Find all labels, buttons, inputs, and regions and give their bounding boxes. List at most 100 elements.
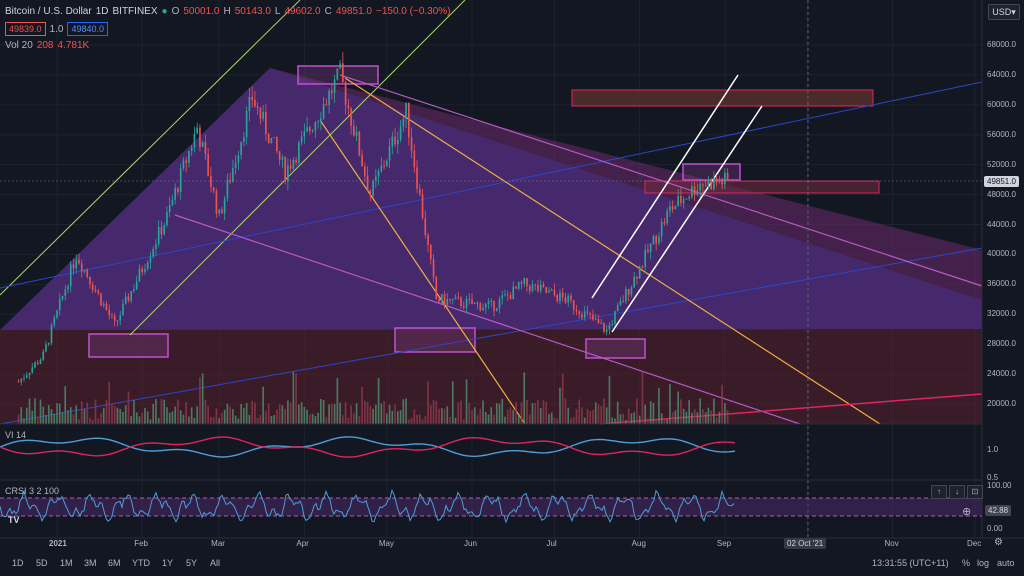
volume-bar	[166, 407, 168, 424]
candle-body	[506, 294, 509, 296]
currency-selector[interactable]: USD▾	[988, 4, 1020, 20]
candle-body	[31, 367, 34, 373]
volume-bar	[377, 377, 380, 424]
candle-body	[353, 125, 355, 136]
interval-label[interactable]: 1D	[95, 6, 109, 17]
green-channel-upper[interactable]	[0, 0, 301, 296]
purple-line-2[interactable]	[174, 214, 801, 425]
volume-bar	[413, 409, 416, 424]
candle-body	[724, 172, 726, 185]
volume-bar	[638, 415, 641, 424]
candle-body	[248, 96, 251, 112]
close-value: 49851.0	[335, 6, 372, 17]
auto-toggle[interactable]: auto	[997, 558, 1015, 568]
volume-bar	[160, 398, 163, 424]
green-channel-lower[interactable]	[129, 0, 466, 336]
volume-bar	[276, 409, 278, 424]
price-tick: 56000.0	[987, 129, 1016, 139]
volume-bar	[660, 413, 663, 424]
vi-legend[interactable]: VI 14	[5, 430, 27, 440]
timeframe-button-all[interactable]: All	[210, 558, 221, 568]
candle-body	[182, 160, 185, 169]
symbol-legend[interactable]: Bitcoin / U.S. Dollar 1D BITFINEX ● O 500…	[5, 6, 451, 17]
volume-label[interactable]: Vol 20	[5, 40, 33, 51]
volume-bar	[155, 399, 157, 424]
box-may-low[interactable]	[394, 327, 476, 353]
volume-bar	[256, 417, 259, 424]
settings-gear-icon[interactable]: ⚙	[994, 537, 1003, 548]
volume-bar	[344, 402, 347, 424]
crsi-legend[interactable]: CRSI 3 2 100	[5, 486, 60, 496]
candle-body	[358, 131, 361, 156]
box-aug-high[interactable]	[682, 163, 741, 181]
timeframe-button-5d[interactable]: 5D	[36, 558, 48, 568]
volume-bar	[493, 414, 495, 424]
chevron-down-icon: ▾	[1011, 7, 1016, 17]
candle-body	[339, 63, 341, 69]
timeframe-button-1m[interactable]: 1M	[60, 558, 73, 568]
timeframe-button-1y[interactable]: 1Y	[162, 558, 174, 568]
candle-body	[259, 107, 262, 119]
time-tick: May	[378, 539, 394, 548]
volume-bar	[581, 407, 583, 424]
candle-body	[42, 351, 45, 360]
price-tick: 24000.0	[987, 369, 1016, 379]
volume-bar	[446, 406, 449, 424]
orange-line-2[interactable]	[344, 77, 881, 425]
volume-bar	[567, 407, 570, 424]
sell-button[interactable]: 49839.0	[5, 22, 46, 36]
candle-body	[427, 234, 429, 245]
volume-bar	[72, 414, 75, 424]
blue-trendline-upper[interactable]	[0, 81, 983, 289]
symbol-name[interactable]: Bitcoin / U.S. Dollar	[5, 6, 92, 17]
volume-bar	[113, 406, 116, 424]
timeframe-button-3m[interactable]: 3M	[84, 558, 97, 568]
volume-bar	[416, 414, 418, 424]
volume-bar	[380, 403, 383, 424]
crsi-tick-2: 0.00	[987, 524, 1003, 533]
volume-bar	[146, 411, 149, 424]
percent-toggle[interactable]: %	[962, 558, 971, 568]
candle-body	[418, 188, 421, 195]
purple-line-1[interactable]	[339, 74, 983, 287]
move-down-button[interactable]: ↓	[949, 485, 965, 499]
volume-bar	[542, 400, 545, 424]
volume-bar	[553, 417, 556, 424]
candle-body	[553, 289, 556, 296]
maximize-pane-button[interactable]: ⊡	[967, 485, 983, 499]
log-toggle[interactable]: log	[977, 558, 990, 568]
candle-body	[449, 298, 451, 300]
buy-button[interactable]: 49840.0	[67, 22, 108, 36]
candle-body	[190, 147, 193, 151]
time-tick: Feb	[134, 539, 148, 548]
volume-bar	[69, 407, 72, 424]
candle-body	[402, 118, 405, 127]
box-jan-low[interactable]	[88, 333, 169, 358]
volume-legend[interactable]: Vol 20 208 4.781K	[5, 40, 89, 51]
timeframe-button-6m[interactable]: 6M	[108, 558, 121, 568]
exchange-label: BITFINEX	[112, 6, 158, 17]
volume-bar	[616, 401, 619, 424]
timeframe-button-5y[interactable]: 5Y	[186, 558, 198, 568]
move-up-button[interactable]: ↑	[931, 485, 947, 499]
timeframe-button-ytd[interactable]: YTD	[132, 558, 150, 568]
timeframe-button-1d[interactable]: 1D	[12, 558, 24, 568]
white-channel-upper[interactable]	[591, 74, 739, 299]
low-label: L	[274, 6, 281, 17]
candle-body	[413, 150, 416, 168]
bid-ask[interactable]: 49839.0 1.0 49840.0	[5, 22, 108, 36]
volume-bar	[333, 404, 336, 424]
white-channel-lower[interactable]	[611, 105, 763, 333]
orange-line-1[interactable]	[319, 119, 526, 425]
volume-value-2: 4.781K	[57, 40, 90, 51]
candle-body	[174, 188, 177, 200]
candle-body	[232, 167, 234, 182]
tradingview-logo[interactable]: TV	[8, 515, 20, 525]
candle-body	[638, 266, 641, 279]
time-tick: Aug	[631, 539, 646, 548]
plus-icon[interactable]: ⊕	[962, 506, 972, 518]
box-jul-low[interactable]	[585, 338, 646, 359]
volume-bar	[149, 419, 152, 424]
blue-trendline-lower[interactable]	[0, 247, 983, 425]
